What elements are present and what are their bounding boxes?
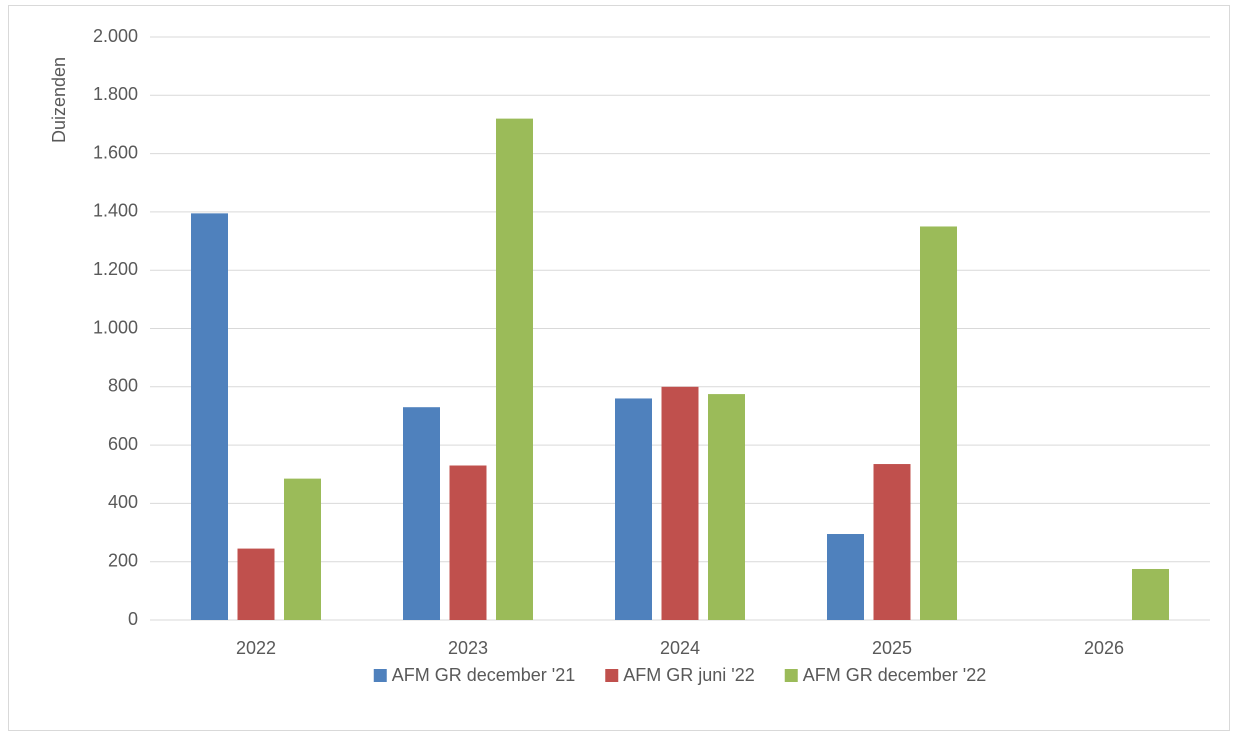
x-tick-label: 2023 — [448, 638, 488, 658]
bar — [708, 394, 745, 620]
y-tick-label: 1.000 — [93, 317, 138, 337]
x-tick-label: 2026 — [1084, 638, 1124, 658]
legend-swatch — [373, 669, 387, 682]
bar — [496, 118, 533, 621]
y-tick-label: 1.400 — [93, 201, 138, 221]
legend-label: AFM GR juni '22 — [623, 665, 754, 685]
legend-swatch — [605, 669, 619, 682]
y-tick-label: 600 — [108, 434, 138, 454]
bar — [191, 213, 228, 621]
y-tick-label: 1.200 — [93, 259, 138, 279]
legend-label: AFM GR december '21 — [392, 665, 576, 685]
bar — [615, 398, 652, 620]
y-tick-label: 0 — [128, 609, 138, 629]
y-tick-label: 200 — [108, 550, 138, 570]
y-tick-label: 1.600 — [93, 142, 138, 162]
x-tick-label: 2025 — [872, 638, 912, 658]
bar — [873, 464, 911, 620]
bar — [237, 548, 275, 620]
bar — [1132, 568, 1169, 620]
y-tick-label: 2.000 — [93, 26, 138, 46]
y-axis-title: Duizenden — [49, 57, 69, 143]
y-tick-label: 400 — [108, 492, 138, 512]
bar — [449, 465, 487, 620]
bar — [284, 478, 321, 620]
legend-label: AFM GR december '22 — [803, 665, 987, 685]
x-tick-label: 2022 — [236, 638, 276, 658]
legend-swatch — [784, 669, 798, 682]
y-tick-label: 800 — [108, 376, 138, 396]
bar — [403, 407, 440, 620]
bar — [827, 534, 864, 620]
bar — [661, 386, 699, 620]
x-tick-label: 2024 — [660, 638, 700, 658]
y-tick-label: 1.800 — [93, 84, 138, 104]
bar — [920, 226, 957, 620]
